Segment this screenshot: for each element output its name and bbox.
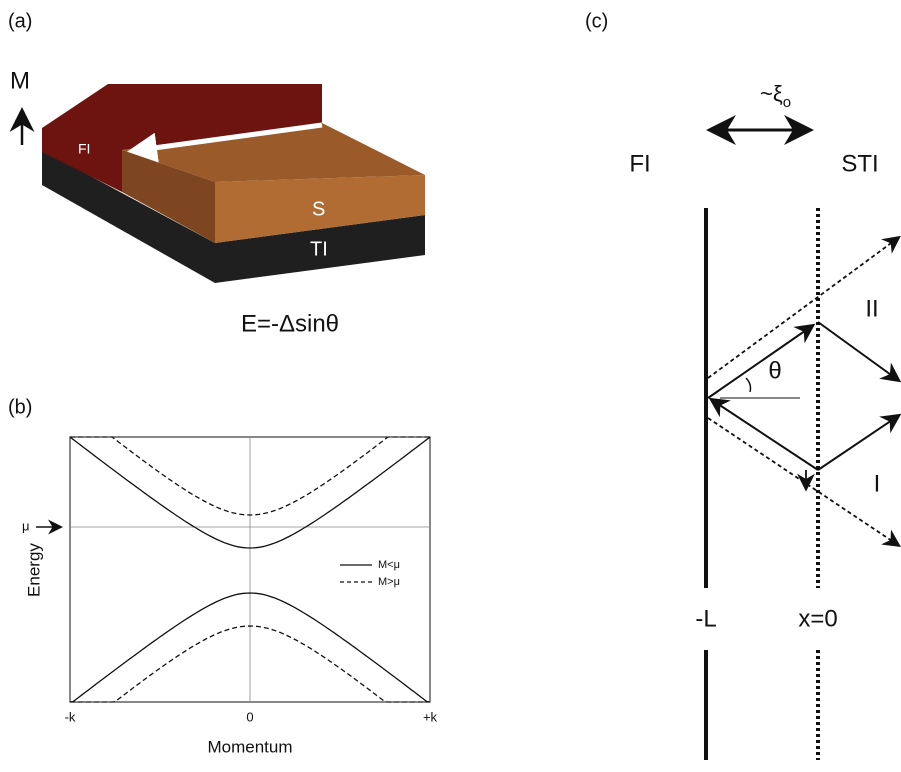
fi-label: FI: [78, 141, 90, 157]
panel-c: (c) ~ξo FI STI -L x=0 θ II I: [585, 10, 898, 760]
xi-subscript: o: [783, 94, 791, 111]
region-label: STI: [841, 150, 878, 177]
angle-arc: [746, 378, 751, 392]
angle-label: θ: [768, 357, 781, 384]
panel-label: (a): [8, 10, 32, 32]
solid-path: [712, 400, 818, 470]
x-tick-label: +k: [423, 709, 438, 724]
s-label: S: [312, 198, 325, 220]
boundary-label: -L: [695, 605, 716, 632]
xi: ~ξ: [760, 81, 783, 106]
ti-label: TI: [310, 238, 328, 260]
y-axis-label: Energy: [24, 543, 43, 597]
solid-path: [708, 326, 812, 398]
mu-label: μ: [22, 518, 30, 533]
magnetization-label: M: [10, 67, 30, 94]
panel-label: (b): [8, 396, 32, 418]
equation: E=-Δsinθ: [241, 310, 339, 337]
boundary-label: x=0: [798, 605, 837, 632]
path-label: I: [874, 470, 881, 497]
panel-b: (b) μ Energy -k 0 +k Momentum M<μ M>μ: [8, 396, 438, 756]
x-tick-label: -k: [65, 709, 76, 724]
x-axis-label: Momentum: [207, 737, 292, 756]
x-tick-label: 0: [246, 709, 253, 724]
region-label: FI: [629, 150, 650, 177]
figure: (a) M FI S TI E=-Δsinθ (b) μ Energy -k 0…: [0, 0, 901, 767]
path-label: II: [865, 295, 878, 322]
solid-path: [818, 322, 898, 380]
panel-a: (a) M FI S TI E=-Δsinθ: [8, 10, 425, 337]
panel-label: (c): [585, 10, 608, 32]
legend-entry: M>μ: [378, 576, 400, 588]
legend-entry: M<μ: [378, 559, 400, 571]
solid-path: [818, 416, 898, 470]
coherence-length: ~ξo: [760, 81, 791, 111]
dashed-path: [708, 418, 898, 545]
